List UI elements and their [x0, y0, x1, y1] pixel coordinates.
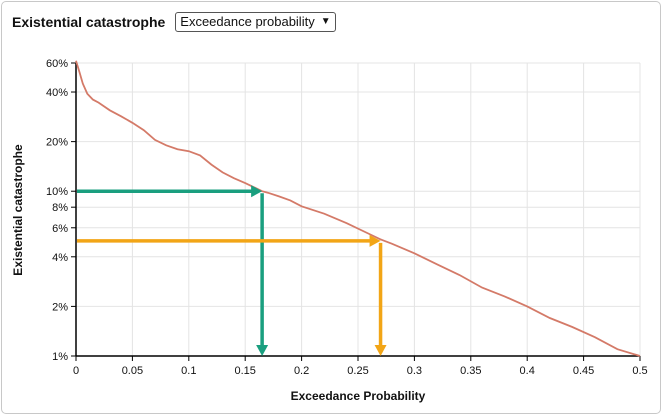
x-tick-label: 0.15: [234, 365, 255, 377]
orange-vertical-arrowhead: [374, 345, 387, 356]
y-axis-label: Existential catastrophe: [11, 144, 25, 276]
x-tick-label: 0.05: [122, 365, 143, 377]
metric-select-value: Exceedance probability: [180, 14, 315, 29]
y-tick-label: 6%: [52, 223, 68, 235]
green-annotation: [77, 185, 269, 356]
y-tick-label: 2%: [52, 301, 68, 313]
chart-header: Existential catastrophe Exceedance proba…: [12, 12, 336, 32]
orange-annotation: [77, 234, 387, 356]
x-tick-label: 0.5: [632, 365, 647, 377]
x-axis-label: Exceedance Probability: [291, 389, 426, 403]
y-tick-label: 8%: [52, 202, 68, 214]
y-axis-ticks: 1% 2% 4% 6% 8% 10% 20% 40% 60%: [46, 58, 76, 363]
x-tick-label: 0.35: [460, 365, 481, 377]
x-axis-ticks: 0 0.05 0.1 0.15 0.2 0.25 0.3 0.35 0.4 0.45 0.5: [73, 356, 648, 377]
x-tick-label: 0.45: [573, 365, 594, 377]
y-tick-label: 10%: [46, 186, 68, 198]
orange-horizontal-arrowhead: [369, 234, 381, 247]
y-tick-label: 4%: [52, 252, 68, 264]
exceedance-curve: [75, 60, 641, 357]
y-tick-label: 60%: [46, 58, 68, 70]
x-tick-label: 0.1: [181, 365, 196, 377]
y-tick-label: 20%: [46, 137, 68, 149]
chevron-down-icon: ▼: [320, 16, 331, 27]
y-tick-label: 40%: [46, 87, 68, 99]
green-vertical-arrowhead: [256, 345, 269, 356]
grid-lines: [75, 62, 641, 357]
x-tick-label: 0.4: [520, 365, 535, 377]
x-tick-label: 0.2: [294, 365, 309, 377]
y-tick-label: 1%: [52, 351, 68, 363]
green-horizontal-arrowhead: [251, 185, 263, 198]
x-tick-label: 0.3: [407, 365, 422, 377]
x-tick-label: 0.25: [347, 365, 368, 377]
annotation-arrows: [77, 185, 387, 356]
chart-header-title: Existential catastrophe: [12, 14, 166, 30]
metric-select[interactable]: Exceedance probability ▼: [175, 12, 336, 32]
x-tick-label: 0: [73, 365, 79, 377]
